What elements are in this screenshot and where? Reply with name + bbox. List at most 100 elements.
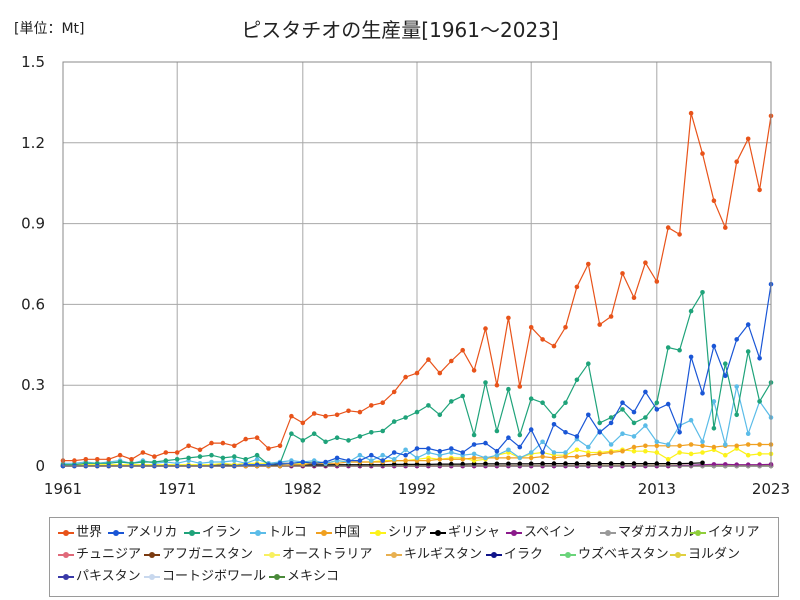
- data-point: [574, 461, 580, 466]
- data-point: [426, 357, 431, 362]
- legend-label: シリア: [388, 525, 428, 540]
- data-point: [449, 457, 454, 462]
- data-point: [494, 452, 500, 458]
- data-point: [688, 451, 694, 457]
- data-point: [391, 457, 397, 462]
- data-point: [437, 457, 443, 462]
- data-point: [688, 442, 694, 447]
- data-point: [551, 343, 557, 349]
- x-tick-label: 2023: [752, 480, 790, 498]
- data-point: [586, 361, 591, 367]
- data-point: [243, 436, 248, 442]
- data-point: [437, 448, 443, 454]
- data-point: [494, 448, 500, 454]
- data-point: [563, 450, 568, 455]
- data-point: [574, 284, 580, 290]
- data-point: [140, 459, 146, 465]
- legend-label: 世界: [76, 525, 103, 540]
- data-point: [700, 290, 705, 295]
- data-point: [631, 444, 637, 450]
- data-point: [677, 232, 682, 237]
- data-point: [209, 440, 214, 446]
- data-point: [563, 430, 568, 435]
- data-point: [677, 443, 682, 449]
- data-point: [334, 412, 340, 418]
- data-point: [677, 347, 682, 353]
- data-point: [117, 452, 123, 458]
- data-point: [471, 432, 477, 438]
- data-point: [757, 442, 762, 447]
- data-point: [597, 420, 602, 426]
- data-point: [745, 452, 751, 458]
- data-point: [346, 408, 351, 414]
- data-point: [220, 455, 226, 461]
- data-point: [163, 450, 169, 455]
- data-point: [540, 439, 545, 445]
- data-point: [757, 451, 762, 457]
- data-point: [654, 407, 660, 412]
- legend-swatch-dot: [274, 574, 280, 580]
- legend-swatch-dot: [675, 552, 681, 558]
- data-point: [174, 457, 180, 462]
- data-point: [403, 415, 408, 420]
- data-point: [608, 314, 614, 319]
- data-point: [665, 345, 671, 350]
- data-point: [357, 452, 363, 458]
- data-point: [665, 225, 671, 230]
- data-point: [289, 461, 294, 466]
- data-point: [449, 450, 454, 455]
- data-point: [528, 427, 534, 432]
- data-point: [734, 159, 739, 164]
- data-point: [483, 461, 488, 467]
- data-point: [517, 444, 523, 450]
- data-point: [197, 447, 203, 453]
- data-point: [757, 399, 762, 404]
- data-point: [311, 431, 317, 437]
- data-point: [517, 384, 523, 389]
- data-point: [620, 431, 625, 437]
- data-point: [540, 400, 545, 406]
- data-point: [643, 423, 648, 428]
- data-point: [677, 450, 682, 455]
- data-point: [723, 361, 728, 367]
- data-point: [631, 448, 637, 454]
- data-point: [574, 434, 580, 439]
- data-point: [391, 450, 397, 455]
- data-point: [483, 440, 488, 446]
- data-point: [528, 461, 534, 467]
- data-point: [369, 430, 374, 435]
- data-point: [471, 368, 477, 373]
- y-tick-label: 0: [35, 457, 45, 475]
- data-point: [528, 396, 534, 402]
- series-世界: [60, 110, 774, 463]
- legend-swatch-dot: [113, 530, 119, 536]
- data-point: [723, 225, 728, 230]
- data-point: [334, 435, 340, 441]
- data-point: [437, 412, 443, 418]
- data-point: [449, 446, 454, 451]
- legend-label: ギリシャ: [448, 525, 501, 540]
- data-point: [551, 422, 557, 427]
- data-point: [563, 454, 568, 459]
- data-point: [586, 412, 591, 418]
- data-point: [745, 136, 751, 142]
- y-tick-label: 1.2: [21, 134, 45, 152]
- data-point: [688, 354, 694, 360]
- data-point: [643, 448, 648, 454]
- data-point: [620, 461, 625, 466]
- data-point: [643, 443, 648, 449]
- legend-swatch-dot: [189, 530, 195, 536]
- data-point: [723, 373, 728, 379]
- data-point: [734, 412, 739, 418]
- data-point: [700, 443, 705, 449]
- data-point: [391, 419, 397, 424]
- data-point: [620, 407, 625, 412]
- data-point: [254, 435, 260, 441]
- data-point: [414, 370, 420, 376]
- data-point: [711, 426, 717, 431]
- data-point: [551, 413, 557, 419]
- data-point: [460, 347, 466, 353]
- legend-swatch-dot: [321, 530, 327, 536]
- data-point: [574, 447, 580, 453]
- line-chart: 0 0.3 0.6 0.9 1.2 1.5 1961 1971 1982 1992 2002 201…: [21, 53, 790, 498]
